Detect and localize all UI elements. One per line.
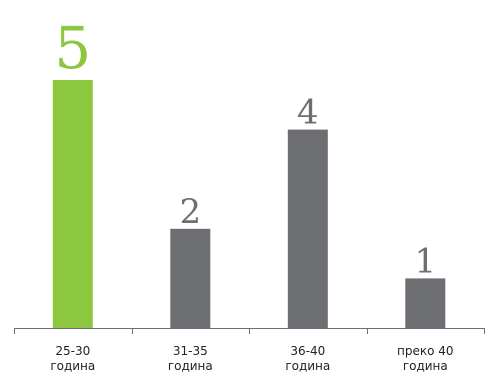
x-tick-label: 25-30 bbox=[55, 344, 90, 358]
x-tick-label: година bbox=[285, 359, 330, 373]
x-axis-ticks-group bbox=[14, 328, 485, 334]
x-tick-label: година bbox=[168, 359, 213, 373]
bar-value-label: 2 bbox=[179, 192, 201, 232]
x-tick-label: година bbox=[50, 359, 95, 373]
bar-value-label: 1 bbox=[414, 241, 436, 281]
x-tick-label: година bbox=[403, 359, 448, 373]
x-tick-label: преко 40 bbox=[397, 344, 454, 358]
bar bbox=[170, 228, 211, 328]
bar-value-label: 5 bbox=[54, 14, 91, 82]
bar bbox=[52, 80, 93, 328]
x-tick-label: 36-40 bbox=[290, 344, 325, 358]
bar bbox=[405, 278, 446, 328]
bar bbox=[287, 129, 328, 328]
bars-group bbox=[52, 80, 446, 328]
x-tick-label: 31-35 bbox=[173, 344, 208, 358]
bar-value-label: 4 bbox=[297, 93, 319, 133]
value-labels-group: 5 2 4 1 bbox=[54, 14, 436, 281]
